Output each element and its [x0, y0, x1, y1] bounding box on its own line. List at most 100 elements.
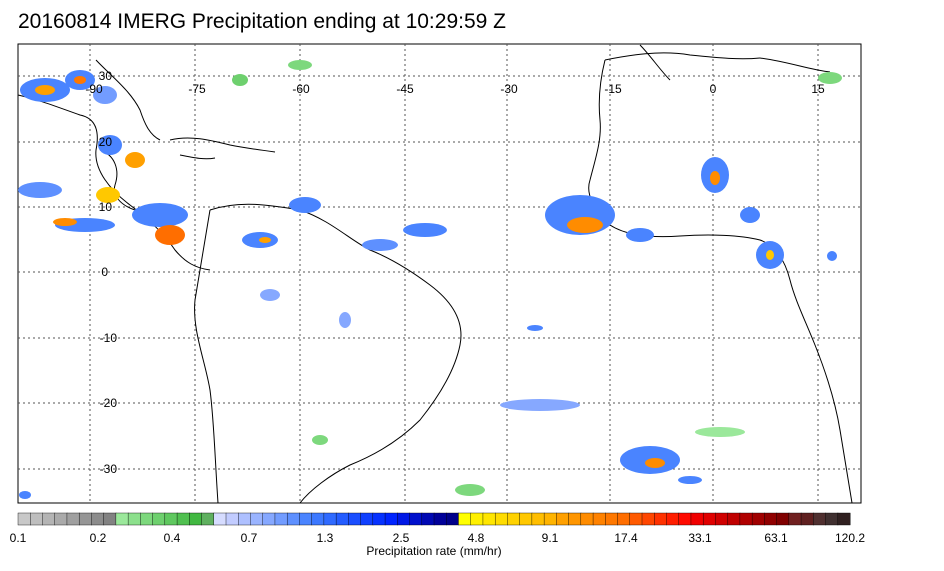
colorbar-swatch — [372, 512, 386, 526]
colorbar-tick-label: 120.2 — [835, 531, 865, 545]
colorbar-swatch — [690, 512, 704, 526]
precip-cell — [403, 223, 447, 237]
colorbar-swatch — [176, 512, 190, 526]
precip-cell — [259, 237, 271, 243]
colorbar-tick-label: 0.4 — [164, 531, 181, 545]
precip-cell — [19, 491, 31, 499]
precip-cell — [827, 251, 837, 261]
colorbar-swatch — [91, 512, 105, 526]
lon-label: -90 — [85, 82, 103, 96]
colorbar-swatch — [250, 512, 264, 526]
coastlines — [17, 44, 853, 504]
colorbar-swatch — [54, 512, 68, 526]
colorbar-swatch — [140, 512, 154, 526]
colorbar-swatch — [103, 512, 117, 526]
precip-cell — [645, 458, 665, 468]
lon-label: -60 — [292, 82, 310, 96]
colorbar-tick-label: 0.1 — [10, 531, 27, 545]
colorbar-swatch — [164, 512, 178, 526]
precip-cell — [289, 197, 321, 213]
colorbar-swatch — [262, 512, 276, 526]
colorbar-tick-label: 33.1 — [688, 531, 712, 545]
colorbar-swatch — [127, 512, 141, 526]
colorbar-swatch — [813, 512, 827, 526]
precip-cell — [695, 427, 745, 437]
colorbar-swatch — [115, 512, 129, 526]
colorbar-swatch — [360, 512, 374, 526]
colorbar-swatch — [519, 512, 533, 526]
colorbar-swatch — [617, 512, 631, 526]
colorbar-swatch — [348, 512, 362, 526]
colorbar-swatch — [788, 512, 802, 526]
lat-label: 10 — [99, 200, 113, 214]
colorbar-swatch — [592, 512, 606, 526]
precip-cell — [678, 476, 702, 484]
colorbar-swatch — [42, 512, 56, 526]
colorbar-swatch — [323, 512, 337, 526]
precip-cell — [98, 135, 122, 155]
colorbar-swatch — [702, 512, 716, 526]
precip-cell — [132, 203, 188, 227]
colorbar-tick-label: 2.5 — [393, 531, 410, 545]
colorbar-swatch — [311, 512, 325, 526]
colorbar-tick-label: 17.4 — [614, 531, 638, 545]
lat-label: 30 — [99, 69, 113, 83]
precip-cell — [312, 435, 328, 445]
lon-label: -15 — [604, 82, 622, 96]
lat-label: -20 — [100, 396, 118, 410]
colorbar-swatch — [800, 512, 814, 526]
colorbar-swatch — [458, 512, 472, 526]
lat-labels: 30 20 10 0 -10 -20 -30 — [99, 69, 118, 476]
precip-cell — [288, 60, 312, 70]
colorbar-label: Precipitation rate (mm/hr) — [366, 544, 501, 558]
colorbar-swatch — [715, 512, 729, 526]
colorbar-swatch — [568, 512, 582, 526]
colorbar-swatch — [727, 512, 741, 526]
colorbar-swatch — [225, 512, 239, 526]
colorbar-swatch — [739, 512, 753, 526]
precip-cell — [626, 228, 654, 242]
precipitation-field — [18, 60, 842, 499]
colorbar-swatch — [17, 512, 31, 526]
colorbar-swatch — [751, 512, 765, 526]
precip-cell — [567, 217, 603, 233]
precip-cell — [260, 289, 280, 301]
precip-cell — [74, 76, 86, 84]
lat-label: -30 — [100, 462, 118, 476]
precip-cell — [766, 250, 774, 260]
colorbar — [17, 512, 851, 526]
colorbar-swatch — [654, 512, 667, 526]
colorbar-swatch — [825, 512, 839, 526]
lon-label: -45 — [396, 82, 414, 96]
colorbar-swatch — [470, 512, 484, 526]
lon-label: 15 — [811, 82, 825, 96]
colorbar-swatch — [286, 512, 300, 526]
precip-cell — [740, 207, 760, 223]
precip-cell — [35, 85, 55, 95]
precip-cell — [18, 182, 62, 198]
lon-label: 0 — [710, 82, 717, 96]
colorbar-swatch — [494, 512, 508, 526]
precip-cell — [362, 239, 398, 251]
colorbar-swatch — [543, 512, 557, 526]
colorbar-swatch — [397, 512, 411, 526]
lat-label: -10 — [100, 331, 118, 345]
colorbar-swatch — [531, 512, 545, 526]
lon-labels: -90 -75 -60 -45 -30 -15 0 15 — [85, 82, 825, 96]
colorbar-tick-label: 0.7 — [241, 531, 258, 545]
colorbar-swatch — [641, 512, 655, 526]
colorbar-tick-label: 0.2 — [90, 531, 107, 545]
precip-cell — [155, 225, 185, 245]
precip-cell — [455, 484, 485, 496]
colorbar-swatch — [238, 512, 251, 526]
precip-cell — [125, 152, 145, 168]
colorbar-swatch — [78, 512, 92, 526]
colorbar-swatch — [274, 512, 288, 526]
precip-cell — [500, 399, 580, 411]
lon-label: -75 — [188, 82, 206, 96]
colorbar-swatch — [409, 512, 423, 526]
colorbar-swatch — [66, 512, 80, 526]
colorbar-swatch — [678, 512, 692, 526]
colorbar-tick-label: 9.1 — [542, 531, 559, 545]
